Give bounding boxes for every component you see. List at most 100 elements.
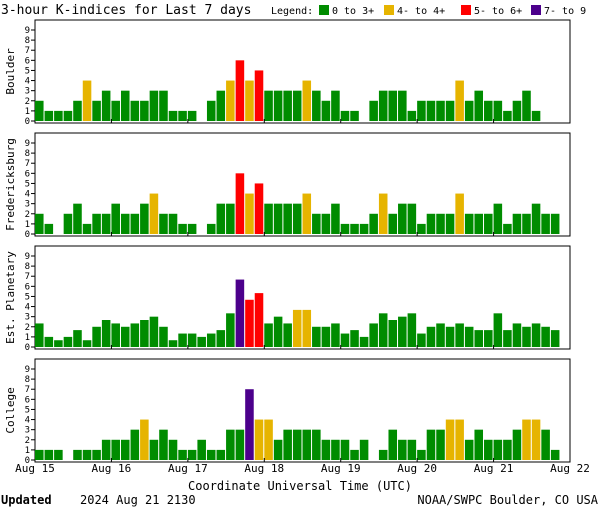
k-index-bar [292,309,302,347]
k-index-bar [407,110,417,121]
k-index-bar [436,323,445,347]
k-index-bar [388,429,398,460]
k-index-bar [417,333,426,347]
y-tick-label: 6 [25,282,30,292]
k-index-bar [73,330,82,347]
k-index-bar [216,90,226,121]
k-index-bar [101,439,111,460]
y-tick-label: 7 [25,159,30,169]
k-index-bar [187,110,197,121]
k-index-bar [159,326,168,347]
k-index-bar [283,90,292,121]
k-index-bar [159,429,168,460]
k-index-bar [426,429,436,460]
y-tick-label: 7 [25,272,30,282]
k-index-bar [35,323,44,347]
panel-frame [34,132,571,237]
y-tick-label: 8 [25,149,30,159]
x-tick-label: Aug 16 [92,462,132,475]
k-index-bar [92,213,101,234]
k-index-bar [455,419,464,460]
k-index-bar [464,326,474,347]
k-index-bar [522,419,531,460]
k-index-bar [541,213,550,234]
k-index-bar [312,213,321,234]
y-tick-label: 1 [25,107,30,117]
k-index-bar [503,330,512,347]
k-index-bar [273,90,283,121]
k-index-bar [359,439,369,460]
k-index-bar [417,449,426,460]
k-index-bar [436,429,445,460]
k-index-bar [168,110,178,121]
y-tick-label: 1 [25,220,30,230]
y-tick-label: 7 [25,46,30,56]
k-index-bar [254,419,264,460]
k-index-bar [302,80,312,121]
k-index-bar [388,320,398,347]
y-tick-label: 0 [25,117,30,127]
k-index-bar [92,100,101,121]
k-index-bar [187,333,197,347]
k-index-bar [445,326,455,347]
k-index-bar [235,429,245,460]
k-index-bar [350,223,359,234]
k-index-bar [245,389,254,460]
k-index-bar [159,90,168,121]
legend-swatch [461,5,471,15]
k-index-bar [226,313,235,347]
k-index-bar [378,313,388,347]
k-index-bar [101,213,111,234]
k-index-bar [245,299,254,347]
k-index-bar [130,213,140,234]
x-tick-label: Aug 22 [550,462,590,475]
k-index-bar [111,439,120,460]
k-index-bar [216,203,226,234]
y-tick-label: 2 [25,436,30,446]
k-index-bar [464,100,474,121]
k-index-bar [187,223,197,234]
k-index-bar [350,330,359,347]
y-tick-label: 6 [25,56,30,66]
k-index-bar [531,110,541,121]
k-index-bar [82,449,92,460]
k-index-bar [550,213,560,234]
k-index-bar [340,439,350,460]
k-index-bar [254,70,264,121]
k-index-bar [331,439,340,460]
y-tick-label: 4 [25,190,30,200]
y-tick-label: 3 [25,426,30,436]
x-tick-labels: Aug 15 Aug 16 Aug 17 Aug 18 Aug 19 Aug 20 Aug … [15,462,590,475]
k-index-bar [130,100,140,121]
k-index-bar [73,449,82,460]
y-tick-label: 9 [25,365,30,375]
k-index-bar [541,429,550,460]
k-index-bar [283,429,292,460]
k-index-bar [378,449,388,460]
k-index-bar [82,340,92,347]
y-tick-label: 2 [25,210,30,220]
k-index-bar [407,313,417,347]
panel-label: Est. Planetary [4,251,17,344]
y-tick-label: 5 [25,405,30,415]
k-index-bar [264,203,273,234]
k-index-bar [426,326,436,347]
k-index-bar [292,203,302,234]
legend-item-label: 4- to 4+ [397,6,445,17]
k-index-bar [149,316,159,347]
k-index-bar [493,203,503,234]
k-index-bar [216,449,226,460]
k-index-bar [226,80,235,121]
panel-frame [34,358,571,463]
panel-label: Boulder [4,48,17,95]
k-index-bar [531,323,541,347]
k-index-bar [541,326,550,347]
k-index-bar [254,293,264,347]
k-index-bar [206,223,216,234]
k-index-bar [92,449,101,460]
k-index-bar [550,449,560,460]
k-index-bar [140,203,149,234]
k-index-bar [187,449,197,460]
legend-item-label: 7- to 9 [544,6,586,17]
